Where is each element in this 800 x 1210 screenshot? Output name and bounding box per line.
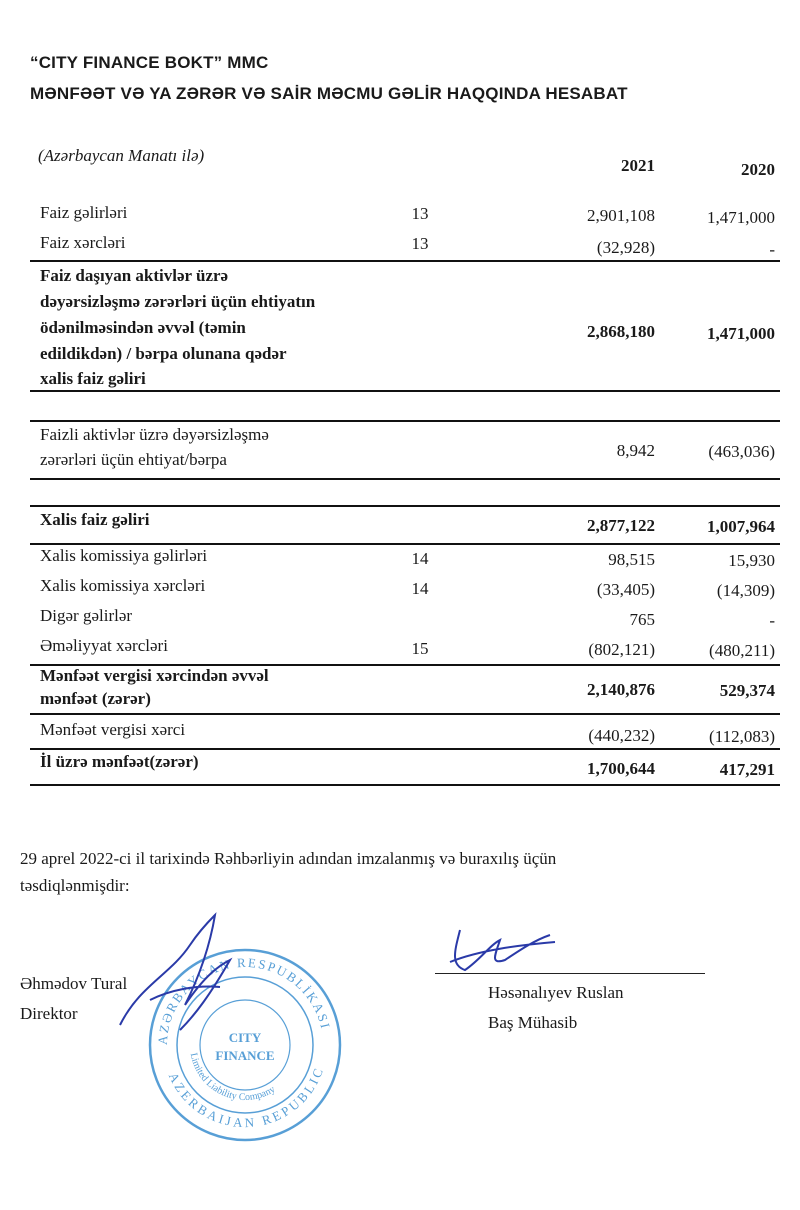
value-2020: 15,930 (728, 551, 775, 570)
value-2020: (112,083) (709, 727, 775, 746)
divider (30, 543, 780, 545)
value-2021: 765 (629, 610, 656, 629)
column-header-2020: 2020 (741, 160, 775, 179)
divider (30, 505, 780, 507)
row-label: ödənilməsindən əvvəl (təmin (40, 318, 246, 337)
value-2021: (32,928) (596, 238, 655, 257)
approval-text: 29 aprel 2022-ci il tarixində Rəhbərliyi… (20, 849, 557, 868)
row-label: mənfəət (zərər) (40, 689, 151, 708)
row-note: 14 (411, 579, 429, 598)
row-note: 13 (411, 234, 429, 253)
row-label: zərərləri üçün ehtiyat/bərpa (40, 450, 227, 469)
signatory-role: Baş Mühasib (488, 1013, 578, 1032)
value-2021: (33,405) (596, 580, 655, 599)
value-2020: - (769, 240, 775, 259)
value-2020: 1,007,964 (707, 517, 775, 536)
value-2020: 529,374 (719, 681, 775, 700)
accountant-signature (449, 929, 556, 972)
divider (30, 784, 780, 786)
value-2020: (480,211) (709, 641, 775, 660)
company-stamp: AZƏRBAYCAN RESPUBLİKASI AZERBAIJAN REPUB… (148, 948, 342, 1142)
divider (30, 390, 780, 392)
row-label: Faizli aktivlər üzrə dəyərsizləşmə (40, 425, 269, 444)
divider (30, 748, 780, 750)
report-title: MƏNFƏƏT VƏ YA ZƏRƏR VƏ SAİR MƏCMU GƏLİR … (30, 84, 628, 103)
approval-text-cont: təsdiqlənmişdir: (20, 876, 130, 895)
value-2021: 1,700,644 (587, 759, 655, 778)
row-label: Mənfəət vergisi xərcindən əvvəl (40, 666, 269, 685)
value-2020: - (769, 611, 775, 630)
value-2021: 8,942 (616, 441, 655, 460)
value-2020: 417,291 (719, 760, 775, 779)
divider (30, 713, 780, 715)
value-2021: (802,121) (588, 640, 655, 659)
value-2020: (14,309) (716, 581, 775, 600)
svg-text:FINANCE: FINANCE (215, 1048, 274, 1063)
currency-note: (Azərbaycan Manatı ilə) (38, 146, 205, 165)
director-signature (119, 912, 233, 1031)
value-2020: (463,036) (708, 442, 775, 461)
value-2021: 98,515 (608, 550, 655, 569)
value-2020: 1,471,000 (707, 324, 775, 343)
value-2021: 2,901,108 (587, 206, 655, 225)
row-label: Faiz gəlirləri (40, 203, 128, 222)
value-2020: 1,471,000 (707, 208, 775, 227)
signature-line (435, 973, 705, 974)
divider (30, 420, 780, 422)
company-name: “CITY FINANCE BOKT” MMC (30, 53, 269, 72)
row-label: dəyərsizləşmə zərərləri üçün ehtiyatın (40, 292, 316, 311)
row-label: Digər gəlirlər (40, 606, 133, 625)
value-2021: 2,868,180 (587, 322, 655, 341)
signatory-name: Əhmədov Tural (20, 974, 128, 993)
value-2021: 2,877,122 (587, 516, 655, 535)
row-label: Xalis komissiya gəlirləri (40, 546, 208, 565)
row-note: 14 (411, 549, 429, 568)
row-note: 15 (411, 639, 429, 658)
value-2021: (440,232) (588, 726, 655, 745)
row-label: xalis faiz gəliri (40, 369, 146, 388)
row-label: Mənfəət vergisi xərci (40, 720, 186, 739)
value-2021: 2,140,876 (587, 680, 655, 699)
row-label: Faiz daşıyan aktivlər üzrə (40, 266, 229, 285)
divider (30, 478, 780, 480)
column-header-2021: 2021 (621, 156, 655, 175)
svg-text:CITY: CITY (229, 1030, 262, 1045)
row-note: 13 (411, 204, 429, 223)
row-label: İl üzrə mənfəət(zərər) (40, 752, 199, 771)
row-label: Faiz xərcləri (40, 233, 126, 252)
divider (30, 260, 780, 262)
row-label: edildikdən) / bərpa olunana qədər (40, 344, 287, 363)
divider (30, 664, 780, 666)
signatory-role: Direktor (20, 1004, 78, 1023)
signatory-name: Həsənalıyev Ruslan (488, 983, 624, 1002)
row-label: Əməliyyat xərcləri (40, 636, 168, 655)
row-label: Xalis komissiya xərcləri (40, 576, 206, 595)
row-label: Xalis faiz gəliri (40, 510, 150, 529)
